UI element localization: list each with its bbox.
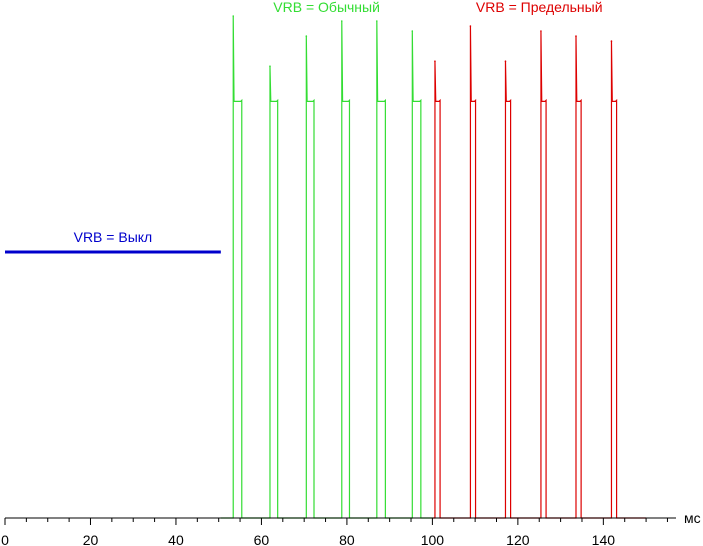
x-tick-label: 40	[168, 532, 184, 546]
pulse-peak-point	[610, 40, 613, 42]
pulse-peak-point	[340, 20, 343, 22]
pulse-peak-point	[269, 65, 271, 67]
series-line	[220, 15, 433, 519]
pulse-peak-point	[305, 35, 308, 37]
pulse-peak-point	[504, 60, 507, 62]
pulse-peak-point	[232, 15, 235, 17]
series-layer	[5, 15, 647, 519]
pulse-peak-point	[411, 30, 414, 32]
pulse-peak-point	[540, 30, 542, 32]
x-tick-label: 120	[506, 532, 530, 546]
series-label: VRB = Выкл	[74, 229, 153, 245]
x-tick-label: 20	[83, 532, 99, 546]
series-1	[220, 15, 433, 519]
pulse-peak-point	[469, 25, 472, 27]
x-tick-label: 100	[421, 532, 445, 546]
series-label: VRB = Предельный	[476, 0, 603, 15]
series-label-layer: VRB = Выкл VRB = Обычный VRB = Предельный	[74, 0, 603, 245]
x-tick-label: 80	[339, 532, 355, 546]
series-2	[432, 25, 647, 519]
x-axis: 0 20 40 60 80 100 120 140	[1, 517, 676, 546]
series-label: VRB = Обычный	[273, 0, 380, 15]
series-line	[432, 26, 647, 519]
pulse-peak-point	[434, 60, 436, 62]
pulse-peak-point	[575, 35, 577, 37]
x-tick-label: 0	[1, 532, 9, 546]
x-tick-label: 60	[254, 532, 270, 546]
x-axis-unit-label: мс	[684, 510, 701, 526]
x-tick-label: 140	[592, 532, 616, 546]
pulse-peak-point	[376, 20, 378, 22]
